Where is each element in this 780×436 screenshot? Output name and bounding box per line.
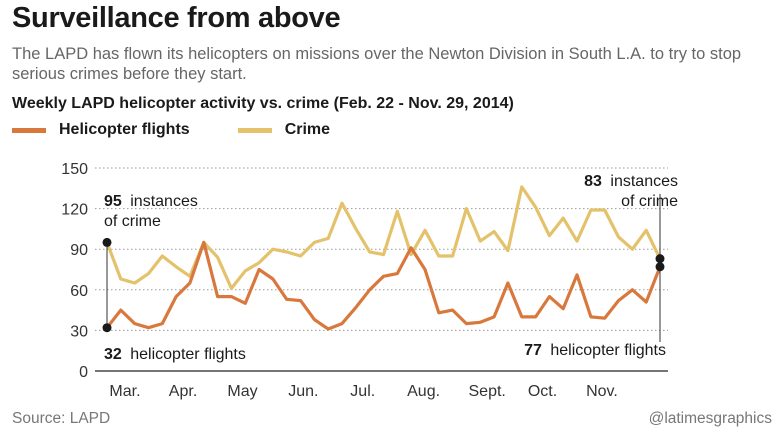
x-tick-label-may: May [227,383,257,400]
x-axis: Mar. Apr. May Jun. Jul. Aug. Sept. Oct. Nov. [109,383,617,400]
crime-end-marker [655,254,665,264]
y-tick-label-60: 60 [70,283,88,300]
y-tick-label-120: 120 [61,202,88,219]
crime-end-text2: of crime [621,193,678,210]
flights-start-value: 32 [104,346,122,363]
x-tick-label-apr: Apr. [169,383,197,400]
credit-note: @latimesgraphics [648,410,772,427]
crime-start-value: 95 [104,193,122,210]
y-axis: 0 30 60 90 120 150 [61,161,88,381]
flights-start-marker [102,323,112,333]
flights-end-marker [655,262,665,272]
x-tick-label-oct: Oct. [528,383,557,400]
flights-start-label: 32 helicopter flights [104,346,246,363]
series-layer [105,185,662,331]
y-tick-label-90: 90 [70,242,88,259]
y-tick-label-150: 150 [61,161,88,178]
flights-end-text: helicopter flights [550,342,666,359]
legend-label-flights: Helicopter flights [59,121,190,138]
y-tick-label-0: 0 [79,364,88,381]
crime-end-value: 83 [584,173,602,190]
crime-start-marker [102,237,112,247]
x-tick-label-jun: Jun. [288,383,318,400]
annotation-layer: 95 instances of crime 83 instances of cr… [102,173,678,363]
page-subtitle: The LAPD has flown its helicopters on mi… [12,45,742,83]
flights-start-text: helicopter flights [130,346,246,363]
y-tick-label-30: 30 [70,323,88,340]
crime-start-text1: instances [130,193,198,210]
series-line-helicopter-flights [105,240,662,331]
source-note: Source: LAPD [12,410,111,427]
flights-end-value: 77 [524,342,542,359]
x-tick-label-nov: Nov. [586,383,618,400]
x-tick-label-mar: Mar. [109,383,140,400]
crime-start-text2: of crime [104,213,161,230]
legend-item-crime: Crime [237,121,331,139]
flights-end-label: 77 helicopter flights [524,342,666,359]
chart-title: Weekly LAPD helicopter activity vs. crim… [12,95,514,112]
legend-item-flights: Helicopter flights [12,121,190,139]
x-tick-label-aug: Aug. [407,383,440,400]
crime-start-label: 95 instances [104,193,198,210]
legend-swatch-flights [12,127,46,133]
page-title: Surveillance from above [12,2,341,34]
crime-end-label: 83 instances [584,173,678,190]
x-tick-label-jul: Jul. [350,383,375,400]
crime-end-text1: instances [610,173,678,190]
legend-label-crime: Crime [284,121,331,138]
chart-legend: Helicopter flights Crime [12,120,378,140]
x-tick-label-sept: Sept. [469,383,506,400]
legend-swatch-crime [237,127,272,133]
